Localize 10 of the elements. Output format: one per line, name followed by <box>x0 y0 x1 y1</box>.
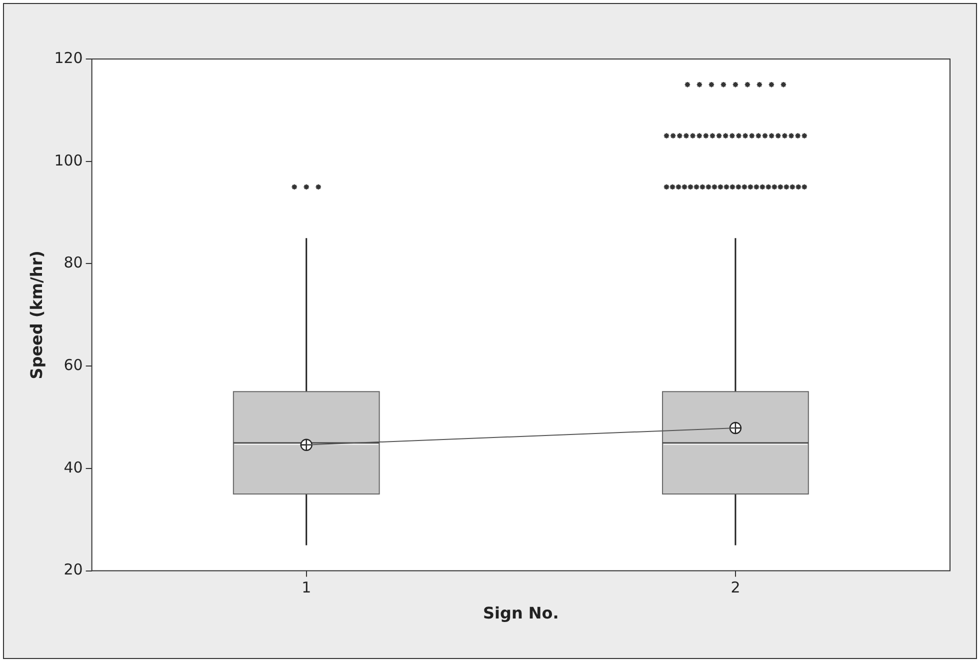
y-tick-label: 80 <box>64 254 83 272</box>
y-axis-title: Speed (km/hr) <box>26 250 46 380</box>
y-tick-label: 120 <box>54 48 83 67</box>
y-tick-label: 40 <box>64 458 83 476</box>
x-tick-label: 2 <box>730 578 740 597</box>
y-tick-label: 100 <box>54 151 83 170</box>
x-tick-label: 1 <box>302 578 312 597</box>
x-axis-title: Sign No. <box>482 604 559 623</box>
y-tick-label: 60 <box>64 356 83 374</box>
y-tick-label: 20 <box>64 560 83 579</box>
